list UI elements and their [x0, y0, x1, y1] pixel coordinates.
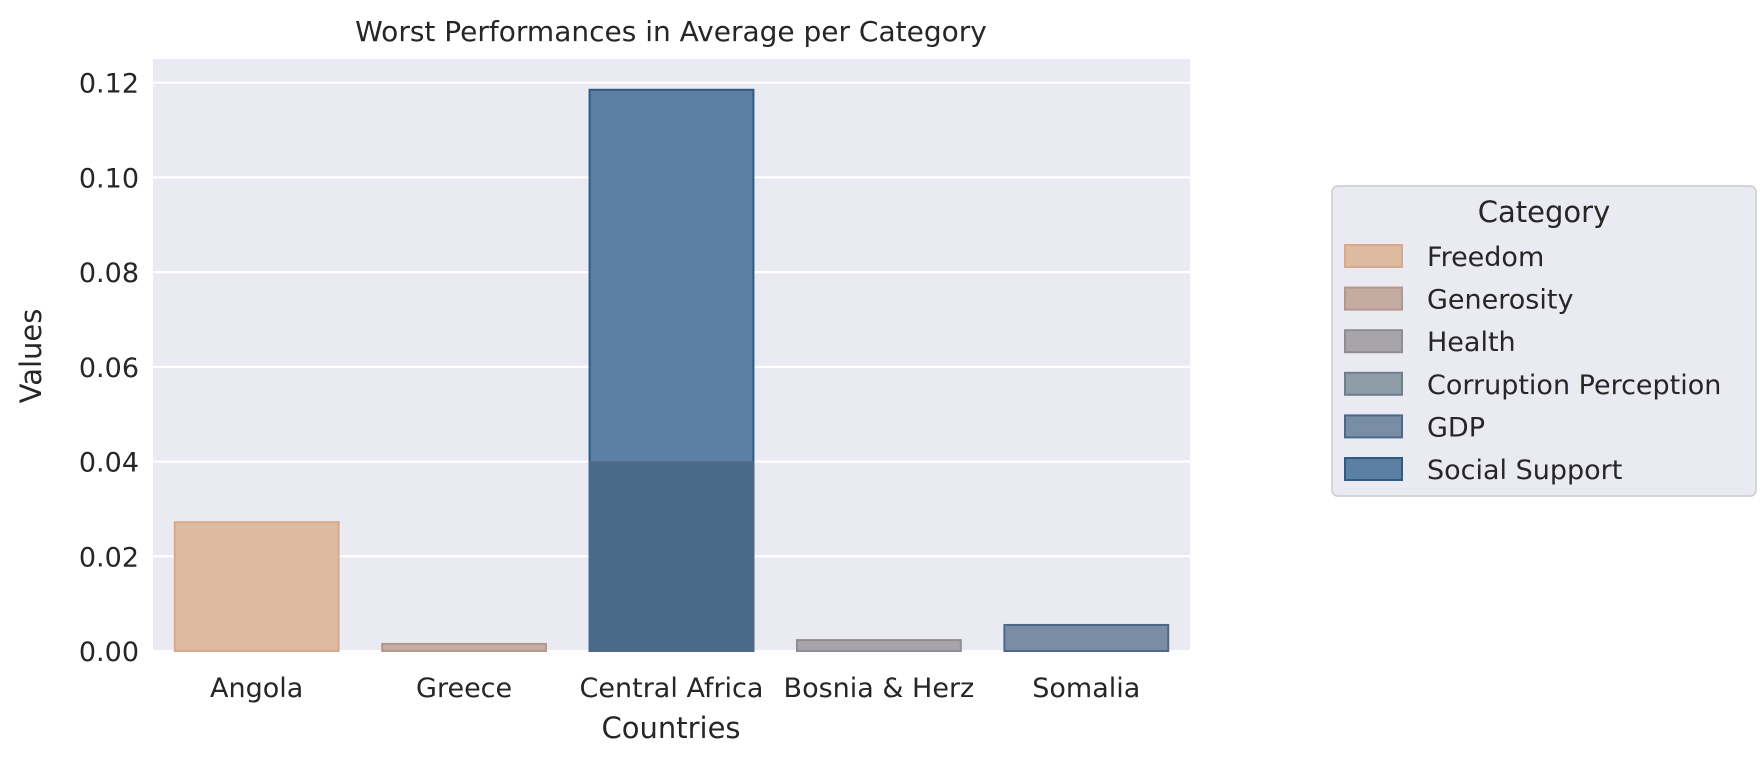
bar-freedom [173, 521, 340, 652]
y-tick-label: 0.00 [79, 637, 139, 668]
x-tick-label: Somalia [1032, 673, 1140, 704]
bars [173, 88, 1170, 653]
legend-title: Category [1478, 195, 1610, 229]
y-axis-label: Values [14, 309, 48, 404]
y-tick-label: 0.06 [79, 353, 139, 384]
y-axis-ticks: 0.00 0.02 0.04 0.06 0.08 0.10 0.12 [79, 69, 139, 668]
bar-health [795, 639, 962, 652]
y-tick-label: 0.10 [79, 163, 139, 194]
y-tick-label: 0.08 [79, 258, 139, 289]
legend-label: Social Support [1427, 455, 1622, 486]
x-axis-label: Countries [601, 711, 740, 745]
chart-title: Worst Performances in Average per Catego… [355, 15, 987, 48]
legend-label: GDP [1427, 412, 1485, 443]
bar-gdp [1003, 623, 1170, 653]
x-tick-label: Greece [416, 673, 512, 704]
bar-gdp [588, 461, 755, 652]
legend-label: Corruption Perception [1427, 370, 1721, 401]
legend-label: Generosity [1427, 285, 1573, 316]
x-tick-label: Central Africa [580, 673, 764, 704]
legend-swatch [1344, 457, 1403, 481]
legend-swatch [1344, 371, 1403, 396]
y-tick-label: 0.04 [79, 448, 139, 479]
y-tick-label: 0.12 [79, 69, 139, 100]
legend-frame [1331, 185, 1757, 497]
legend-swatch [1344, 329, 1403, 354]
legend-label: Health [1427, 327, 1516, 358]
x-tick-label: Angola [210, 673, 303, 704]
legend-label: Freedom [1427, 242, 1544, 273]
y-tick-label: 0.02 [79, 542, 139, 573]
legend: Category Freedom Generosity Health Corrupti… [1331, 185, 1757, 497]
legend-swatch [1344, 414, 1403, 439]
x-axis-ticks: Angola Greece Central Africa Bosnia & Herz S… [210, 673, 1140, 704]
bar-generosity [381, 642, 548, 652]
legend-swatch [1344, 286, 1403, 311]
x-tick-label: Bosnia & Herz [784, 673, 975, 704]
legend-swatch [1344, 244, 1403, 268]
